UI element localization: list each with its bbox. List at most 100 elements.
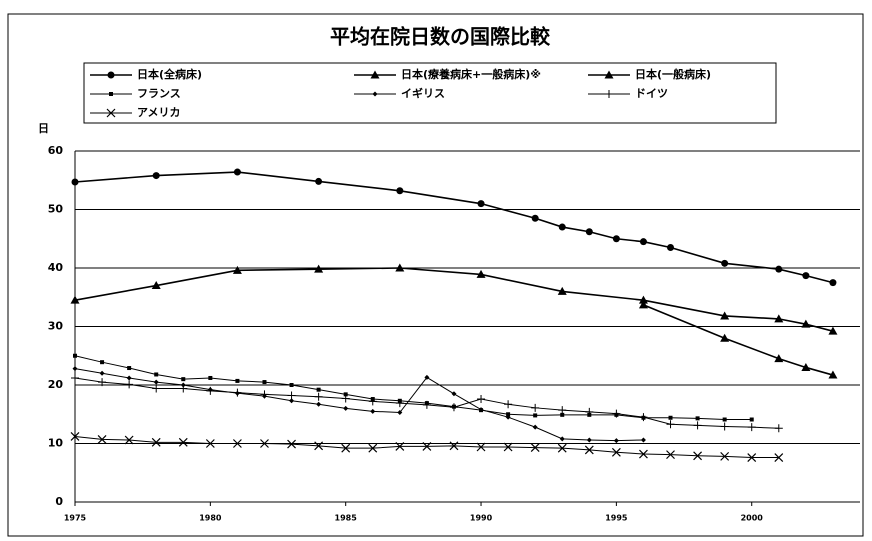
y-tick-label: 40: [48, 261, 64, 274]
marker: [585, 228, 593, 236]
marker: [106, 108, 116, 118]
marker: [639, 449, 648, 459]
marker: [775, 265, 783, 273]
x-tick-label: 1980: [199, 514, 222, 523]
marker: [695, 416, 700, 421]
marker: [533, 413, 538, 418]
series-line: [643, 304, 834, 376]
legend-label: 日本(全病床): [137, 67, 202, 81]
marker: [289, 398, 295, 404]
marker: [262, 380, 267, 385]
marker: [774, 354, 784, 363]
marker: [181, 377, 186, 382]
marker: [532, 424, 538, 430]
marker: [98, 378, 107, 387]
y-tick-label: 10: [48, 437, 64, 450]
marker: [639, 413, 648, 422]
marker: [232, 265, 242, 274]
marker: [613, 438, 619, 444]
marker: [343, 405, 349, 411]
marker: [504, 400, 513, 409]
x-tick-label: 1975: [64, 514, 87, 523]
x-tick-label: 1990: [470, 514, 493, 523]
marker: [531, 403, 540, 412]
marker: [720, 333, 730, 342]
marker: [638, 295, 648, 304]
marker: [612, 235, 620, 243]
marker: [71, 178, 79, 186]
marker: [557, 286, 567, 295]
marker: [154, 372, 159, 377]
marker: [476, 442, 486, 452]
y-tick-label: 0: [55, 495, 63, 508]
marker: [314, 441, 324, 451]
legend-label: 日本(一般病床): [635, 67, 711, 81]
marker: [722, 417, 727, 422]
series-line: [74, 267, 834, 332]
marker: [531, 214, 539, 222]
marker: [605, 90, 613, 98]
marker: [749, 417, 754, 422]
marker: [668, 415, 673, 420]
marker: [126, 375, 132, 381]
marker: [612, 409, 621, 418]
marker: [666, 450, 675, 460]
marker: [828, 326, 838, 335]
marker: [396, 187, 404, 195]
marker: [586, 437, 592, 443]
marker: [124, 435, 134, 445]
series-line: [74, 355, 752, 421]
marker: [828, 370, 838, 379]
marker: [72, 366, 78, 372]
marker: [801, 362, 811, 371]
marker: [109, 92, 113, 96]
marker: [693, 421, 702, 430]
marker: [233, 168, 241, 176]
marker: [343, 392, 348, 397]
marker: [397, 409, 403, 415]
marker: [152, 172, 160, 180]
marker: [477, 200, 485, 208]
x-tick-label: 2000: [741, 514, 764, 523]
marker: [152, 384, 161, 393]
marker: [287, 439, 296, 449]
marker: [503, 442, 513, 452]
marker: [179, 384, 188, 393]
series-line: [74, 368, 644, 442]
marker: [395, 442, 405, 451]
marker: [205, 439, 215, 448]
marker: [99, 370, 105, 376]
x-tick-label: 1985: [335, 514, 358, 523]
marker: [395, 263, 405, 272]
marker: [693, 451, 703, 461]
marker: [449, 441, 459, 451]
marker: [368, 443, 378, 453]
marker: [774, 314, 784, 323]
marker: [422, 442, 432, 451]
legend-label: アメリカ: [137, 106, 180, 119]
marker: [208, 375, 213, 380]
marker: [478, 407, 484, 413]
y-tick-label: 60: [48, 144, 64, 157]
marker: [476, 269, 486, 278]
legend-label: イギリス: [401, 86, 445, 100]
marker: [774, 424, 783, 433]
y-tick-label: 30: [48, 320, 64, 333]
marker: [100, 360, 105, 365]
marker: [153, 379, 159, 385]
marker: [584, 445, 594, 455]
marker: [206, 386, 215, 395]
marker: [747, 423, 756, 432]
marker: [449, 403, 458, 412]
marker: [316, 387, 321, 392]
marker: [747, 453, 757, 462]
marker: [315, 177, 323, 185]
marker: [666, 420, 675, 429]
legend-box: [83, 62, 777, 124]
marker: [477, 395, 486, 404]
marker: [721, 259, 729, 267]
marker: [127, 366, 132, 371]
marker: [530, 443, 540, 453]
marker: [611, 447, 621, 457]
marker: [424, 374, 430, 380]
